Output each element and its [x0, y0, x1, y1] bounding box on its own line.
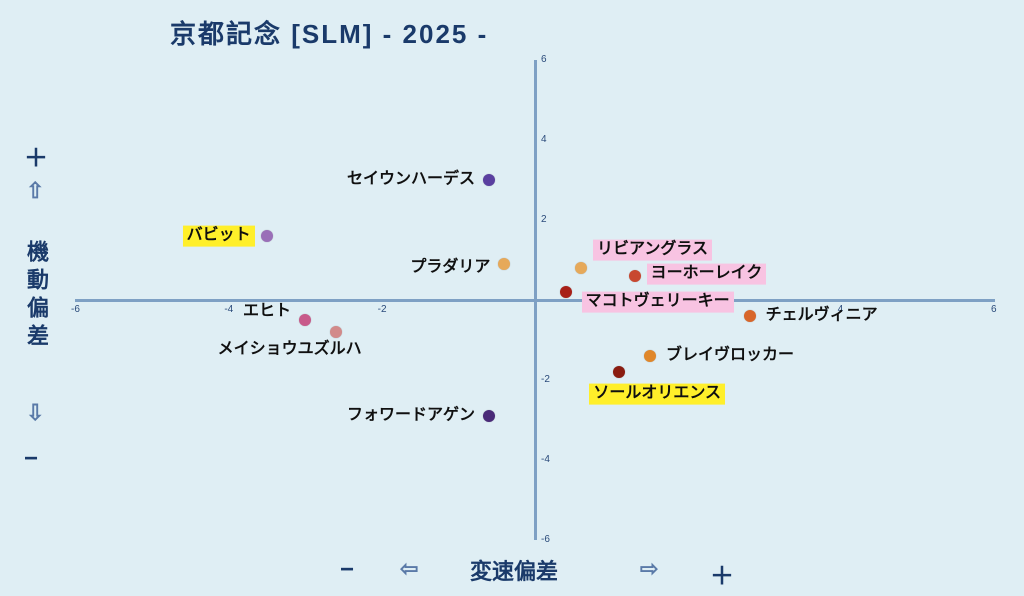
- y-tick: 6: [541, 54, 547, 65]
- data-point-label: メイショウユズルハ: [214, 340, 366, 361]
- data-point-label: ヨーホーレイク: [647, 264, 767, 285]
- y-axis-line: [534, 60, 537, 540]
- chart-page: 京都記念 [SLM] - 2025 - ＋ ⇧ 機動偏差 ⇩ − − ⇦ 変速偏…: [0, 0, 1024, 596]
- x-tick: -4: [224, 304, 233, 315]
- x-tick: 6: [991, 304, 997, 315]
- x-axis-label: 変速偏差: [470, 554, 558, 586]
- data-point: [744, 310, 756, 322]
- plot-area: -6-4-2246-6-4-2246セイウンハーデスバビットプラダリアリビアング…: [75, 60, 995, 540]
- data-point-label: リビアングラス: [593, 240, 712, 261]
- data-point: [644, 350, 656, 362]
- data-point: [560, 286, 572, 298]
- y-arrow-up: ⇧: [26, 178, 44, 204]
- data-point-label: フォワードアゲン: [343, 406, 479, 427]
- data-point-label: プラダリア: [406, 258, 494, 279]
- data-point-label: バビット: [183, 226, 255, 247]
- data-point-label: セイウンハーデス: [343, 170, 479, 191]
- data-point: [498, 258, 510, 270]
- y-arrow-down: ⇩: [26, 400, 44, 426]
- data-point: [330, 326, 342, 338]
- y-tick: -6: [541, 534, 550, 545]
- data-point-label: エヒト: [239, 302, 295, 323]
- x-arrow-right: ⇨: [640, 556, 658, 582]
- x-plus-sign: ＋: [710, 556, 734, 591]
- data-point-label: マコトヴェリーキー: [582, 292, 734, 313]
- y-plus-sign: ＋: [24, 138, 48, 173]
- chart-title: 京都記念 [SLM] - 2025 -: [170, 14, 488, 51]
- y-minus-sign: −: [24, 445, 38, 473]
- data-point: [299, 314, 311, 326]
- data-point-label: ブレイヴロッカー: [662, 346, 798, 367]
- data-point-label: チェルヴィニア: [762, 306, 882, 327]
- y-tick: 2: [541, 214, 547, 225]
- x-arrow-left: ⇦: [400, 556, 418, 582]
- data-point: [613, 366, 625, 378]
- y-axis-label: 機動偏差: [20, 240, 52, 352]
- data-point: [483, 174, 495, 186]
- y-tick: 4: [541, 134, 547, 145]
- data-point-label: ソールオリエンス: [589, 384, 725, 405]
- data-point: [575, 262, 587, 274]
- data-point: [483, 410, 495, 422]
- x-tick: -6: [71, 304, 80, 315]
- y-tick: -2: [541, 374, 550, 385]
- data-point: [261, 230, 273, 242]
- x-minus-sign: −: [340, 556, 354, 584]
- x-tick: -2: [378, 304, 387, 315]
- y-tick: -4: [541, 454, 550, 465]
- data-point: [629, 270, 641, 282]
